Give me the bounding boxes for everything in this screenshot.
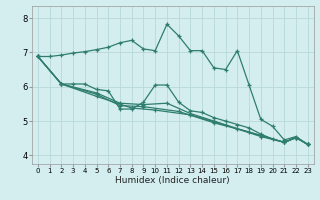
- X-axis label: Humidex (Indice chaleur): Humidex (Indice chaleur): [116, 176, 230, 185]
